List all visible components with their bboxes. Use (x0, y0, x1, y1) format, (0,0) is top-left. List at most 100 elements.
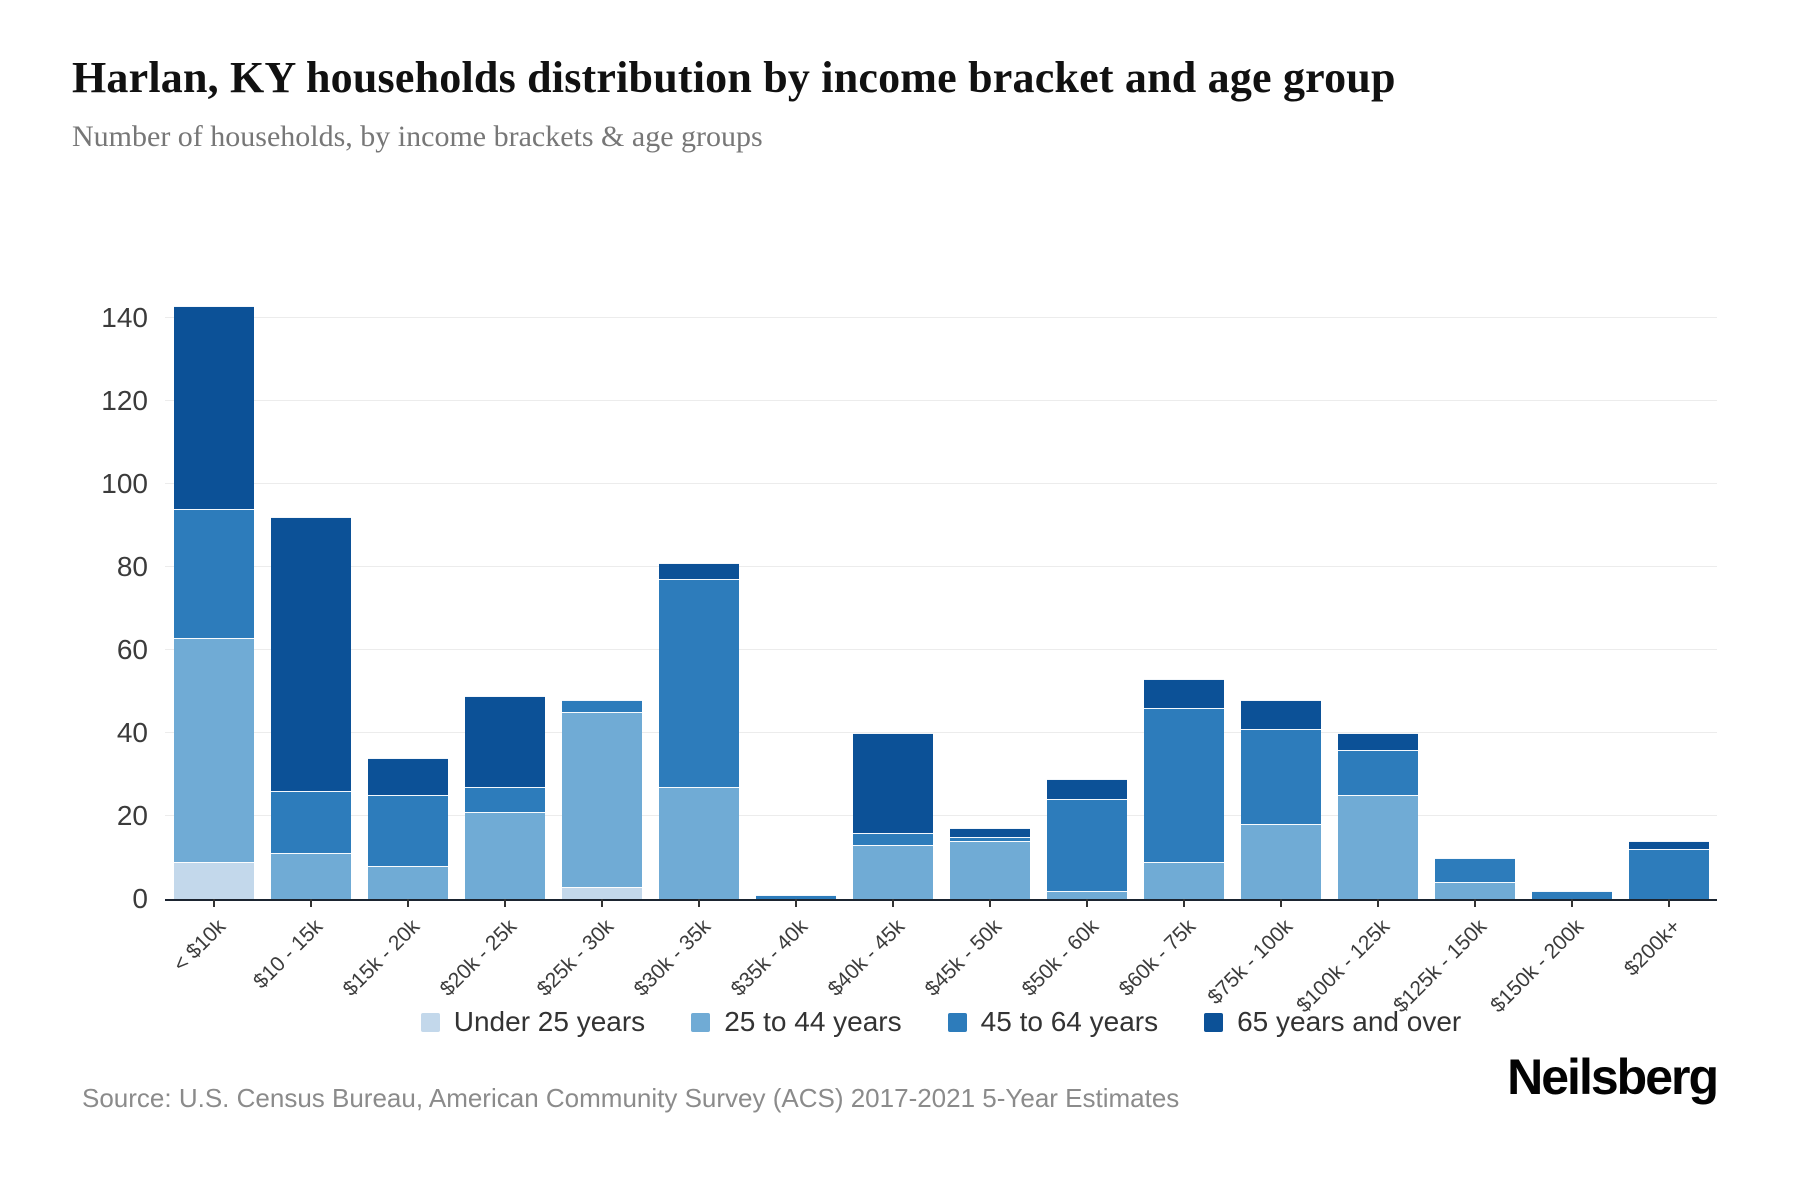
bar-segment[interactable] (561, 699, 642, 713)
bar-slot: $45k - 50k (920, 255, 1038, 1001)
bar-slot: $30k - 35k (629, 255, 747, 1001)
bar-segment[interactable] (1046, 890, 1127, 899)
bar-segment[interactable] (173, 861, 254, 899)
chart-legend: Under 25 years 25 to 44 years 45 to 64 yea… (165, 1006, 1717, 1038)
bar-segment[interactable] (270, 517, 351, 792)
bar-slot: $75k - 100k (1203, 255, 1329, 1009)
bar-segment[interactable] (173, 637, 254, 862)
bar-segment[interactable] (949, 836, 1030, 841)
stacked-bar[interactable] (1046, 778, 1127, 899)
bar-segment[interactable] (561, 886, 642, 899)
bar-segment[interactable] (1046, 778, 1127, 800)
bar-segment[interactable] (1337, 795, 1418, 899)
chart-subtitle: Number of households, by income brackets… (72, 120, 763, 153)
bar-segment[interactable] (367, 795, 448, 866)
y-tick-label: 120 (101, 385, 148, 416)
stacked-bar[interactable] (755, 894, 836, 899)
legend-item[interactable]: 65 years and over (1204, 1006, 1461, 1038)
x-tick-mark (212, 899, 215, 907)
stacked-bar[interactable] (561, 699, 642, 899)
stacked-bar[interactable] (1628, 840, 1709, 899)
stacked-bar[interactable] (173, 305, 254, 899)
bar-segment[interactable] (464, 786, 545, 812)
legend-swatch (947, 1012, 967, 1032)
bar-segment[interactable] (949, 840, 1030, 899)
x-tick-mark (891, 899, 894, 907)
x-tick-mark (309, 899, 312, 907)
bar-segment[interactable] (1143, 861, 1224, 899)
bar-segment[interactable] (367, 757, 448, 796)
x-tick-mark (1376, 899, 1379, 907)
legend-label: 65 years and over (1237, 1006, 1462, 1037)
bar-segment[interactable] (270, 853, 351, 899)
gridline (165, 566, 1717, 567)
bar-slot: $50k - 60k (1017, 255, 1135, 1001)
bar-segment[interactable] (464, 695, 545, 787)
stacked-bar[interactable] (270, 517, 351, 899)
bar-segment[interactable] (1240, 699, 1321, 729)
legend-item[interactable]: Under 25 years (420, 1006, 646, 1038)
legend-swatch (691, 1012, 711, 1032)
bar-segment[interactable] (1531, 890, 1612, 899)
bar-segment[interactable] (1046, 799, 1127, 891)
bar-segment[interactable] (852, 845, 933, 899)
gridline (165, 732, 1717, 733)
stacked-bar[interactable] (949, 828, 1030, 899)
x-tick-mark (697, 899, 700, 907)
stacked-bar[interactable] (1434, 857, 1515, 899)
bar-segment[interactable] (1143, 679, 1224, 709)
bar-segment[interactable] (755, 894, 836, 899)
y-tick-label: 40 (116, 717, 148, 748)
y-tick-label: 140 (101, 302, 148, 333)
bar-segment[interactable] (852, 733, 933, 833)
x-tick-mark (1570, 899, 1573, 907)
bar-segment[interactable] (464, 811, 545, 899)
stacked-bar[interactable] (1531, 890, 1612, 899)
legend-label: Under 25 years (453, 1006, 646, 1037)
bar-segment[interactable] (173, 508, 254, 638)
bar-segment[interactable] (1434, 857, 1515, 883)
x-tick-mark (1473, 899, 1476, 907)
bar-segment[interactable] (270, 791, 351, 854)
gridline (165, 483, 1717, 484)
gridline (165, 400, 1717, 401)
stacked-bar[interactable] (1337, 733, 1418, 899)
y-axis: 0 20 40 60 80 100 120 140 (40, 255, 148, 914)
bar-segment[interactable] (1240, 728, 1321, 825)
legend-item[interactable]: 25 to 44 years (691, 1006, 902, 1038)
x-tick-mark (1085, 899, 1088, 907)
legend-label: 45 to 64 years (980, 1006, 1159, 1037)
y-tick-label: 20 (116, 800, 148, 831)
bar-segment[interactable] (1628, 849, 1709, 899)
bar-segment[interactable] (852, 832, 933, 846)
bar-segment[interactable] (367, 865, 448, 899)
bar-segment[interactable] (173, 305, 254, 509)
bar-segment[interactable] (658, 562, 739, 580)
stacked-bar[interactable] (1143, 679, 1224, 899)
x-tick-mark (1279, 899, 1282, 907)
bar-segment[interactable] (1628, 840, 1709, 850)
bar-segment[interactable] (561, 712, 642, 887)
bar-slot: $40k - 45k (823, 255, 941, 1001)
legend-label: 25 to 44 years (724, 1006, 902, 1037)
bar-segment[interactable] (1337, 733, 1418, 750)
gridline (165, 815, 1717, 816)
stacked-bar[interactable] (658, 562, 739, 899)
legend-swatch (1204, 1012, 1224, 1032)
bar-segment[interactable] (1143, 708, 1224, 862)
legend-item[interactable]: 45 to 64 years (947, 1006, 1159, 1038)
stacked-bar[interactable] (852, 733, 933, 899)
y-tick-label: 60 (116, 634, 148, 665)
bar-segment[interactable] (1337, 749, 1418, 796)
bar-slot: $100k - 125k (1292, 255, 1426, 1017)
bar-segment[interactable] (1240, 824, 1321, 899)
stacked-bar[interactable] (464, 695, 545, 899)
bar-segment[interactable] (658, 579, 739, 787)
stacked-bar[interactable] (367, 757, 448, 899)
stacked-bar[interactable] (1240, 699, 1321, 899)
bar-segment[interactable] (1434, 882, 1515, 899)
bar-segment[interactable] (658, 786, 739, 899)
bar-segment[interactable] (949, 828, 1030, 837)
y-tick-label: 0 (132, 883, 148, 914)
